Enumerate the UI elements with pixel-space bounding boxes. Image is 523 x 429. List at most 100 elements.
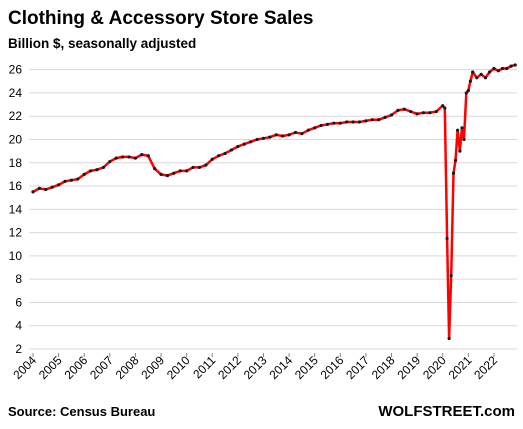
x-tick-label: 2022 xyxy=(471,353,500,382)
point xyxy=(325,122,330,126)
point xyxy=(178,169,182,173)
point xyxy=(500,66,505,71)
point xyxy=(415,112,419,116)
point xyxy=(509,64,513,68)
point xyxy=(165,173,170,178)
x-tick-label: 2021 xyxy=(446,353,475,382)
y-tick-label: 8 xyxy=(15,272,22,286)
x-tick-label: 2016 xyxy=(318,353,347,382)
point xyxy=(306,128,310,132)
point xyxy=(451,171,456,175)
point xyxy=(185,169,189,173)
point xyxy=(95,168,99,172)
y-tick-label: 22 xyxy=(9,109,23,123)
point xyxy=(513,63,517,67)
point xyxy=(475,76,479,80)
point xyxy=(140,153,144,157)
x-tick-label: 2018 xyxy=(369,353,398,382)
point xyxy=(445,236,449,241)
point xyxy=(383,115,387,119)
point xyxy=(447,336,451,341)
point xyxy=(274,133,278,137)
point xyxy=(249,140,253,144)
point xyxy=(37,186,42,190)
point xyxy=(453,158,458,163)
point xyxy=(364,119,368,123)
point xyxy=(82,172,86,176)
point xyxy=(449,274,453,278)
point xyxy=(44,187,48,192)
x-tick-label: 2011 xyxy=(190,353,218,381)
point xyxy=(31,190,35,194)
point xyxy=(332,121,336,125)
chart-title: Clothing & Accessory Store Sales xyxy=(8,8,314,29)
point xyxy=(287,133,291,137)
point xyxy=(319,123,323,128)
point xyxy=(146,154,150,158)
point xyxy=(496,69,500,73)
point xyxy=(468,79,472,83)
point xyxy=(396,108,400,112)
y-tick-label: 6 xyxy=(15,295,22,309)
point xyxy=(101,165,106,170)
point xyxy=(127,155,131,159)
x-tick-label: 2004 xyxy=(10,353,39,382)
point xyxy=(351,120,355,124)
point xyxy=(50,185,54,189)
x-tick-label: 2007 xyxy=(87,353,116,382)
point xyxy=(204,163,208,167)
x-tick-label: 2005 xyxy=(36,353,65,382)
point xyxy=(409,109,413,114)
point xyxy=(443,106,447,110)
x-tick-label: 2012 xyxy=(215,353,244,382)
point xyxy=(293,130,298,135)
point xyxy=(69,178,74,182)
x-tick-label: 2009 xyxy=(138,353,167,382)
point xyxy=(466,88,470,93)
point xyxy=(505,66,509,71)
y-tick-label: 2 xyxy=(15,342,22,356)
point xyxy=(108,159,112,164)
point xyxy=(471,70,475,74)
point xyxy=(389,113,394,117)
x-tick-label: 2015 xyxy=(292,353,321,382)
point xyxy=(434,109,438,114)
point xyxy=(63,179,67,183)
point xyxy=(313,126,317,130)
point xyxy=(281,134,285,138)
y-tick-label: 14 xyxy=(9,202,23,216)
point xyxy=(236,144,240,149)
point xyxy=(428,111,432,115)
watermark: WOLFSTREET.com xyxy=(378,403,515,420)
point xyxy=(255,137,259,142)
point xyxy=(89,169,93,173)
point xyxy=(357,120,362,124)
point xyxy=(487,70,492,74)
point xyxy=(441,104,445,108)
point xyxy=(464,91,468,95)
x-tick-label: 2020 xyxy=(420,353,449,382)
y-tick-label: 26 xyxy=(9,63,23,77)
point xyxy=(242,142,246,146)
x-tick-label: 2010 xyxy=(164,353,193,382)
x-tick-label: 2006 xyxy=(62,353,91,382)
y-tick-label: 20 xyxy=(9,132,23,146)
point xyxy=(261,136,266,140)
point xyxy=(345,120,349,124)
point xyxy=(57,183,61,187)
point xyxy=(159,172,163,176)
point xyxy=(458,149,462,153)
point xyxy=(223,151,227,156)
point xyxy=(492,66,496,71)
point xyxy=(191,165,195,170)
point xyxy=(338,121,342,125)
x-tick-label: 2014 xyxy=(266,353,295,382)
point xyxy=(210,157,214,161)
point xyxy=(153,166,157,171)
point xyxy=(455,128,460,132)
point xyxy=(172,171,176,175)
point xyxy=(421,111,426,115)
point xyxy=(268,135,272,139)
point xyxy=(114,156,118,160)
